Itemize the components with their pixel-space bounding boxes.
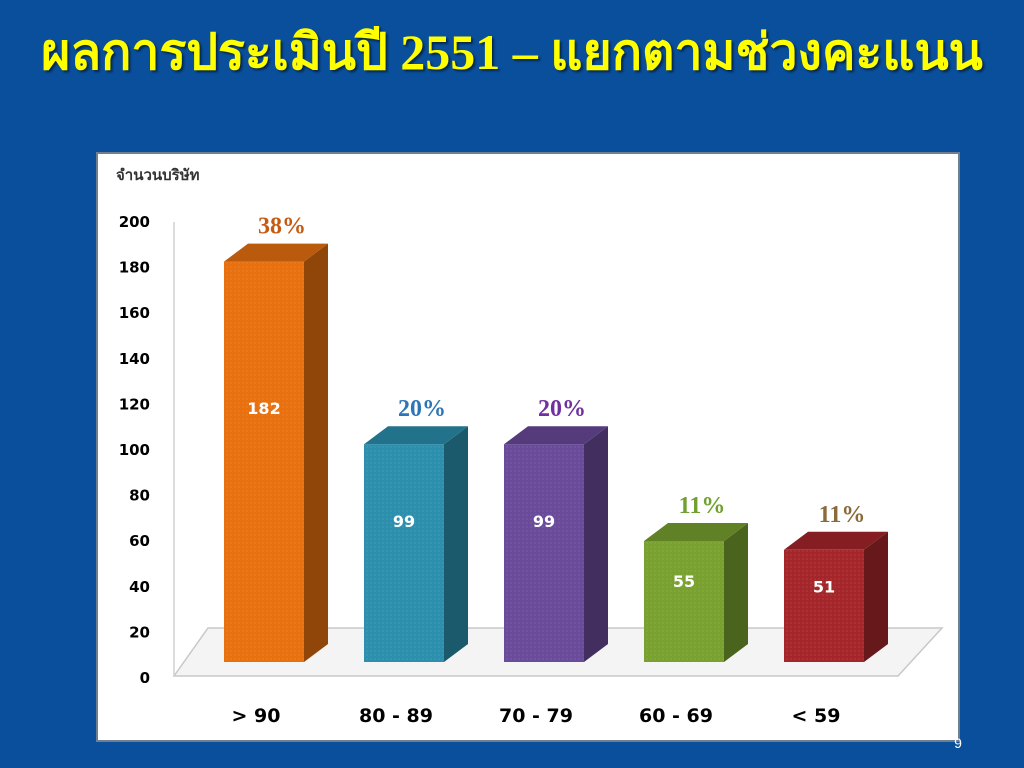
bar-value-label: 99 <box>393 512 415 531</box>
bar: 51 11% <box>784 502 888 662</box>
bar-texture <box>644 541 724 662</box>
x-tick-label: 70 - 79 <box>499 705 573 727</box>
y-tick-label: 160 <box>119 304 150 322</box>
y-axis-label: จำนวนบริษัท <box>116 166 200 184</box>
y-tick-label: 140 <box>119 350 150 368</box>
y-tick-label: 80 <box>129 487 150 505</box>
bar: 99 20% <box>504 396 608 662</box>
bar-percent-label: 20% <box>538 396 586 422</box>
bar: 99 20% <box>364 396 468 662</box>
bar-chart: จำนวนบริษัท 020406080100120140160180200 … <box>116 166 944 727</box>
y-tick-label: 120 <box>119 395 150 413</box>
bar-side <box>304 243 328 662</box>
bar-side <box>584 426 608 662</box>
bar-percent-label: 20% <box>398 396 446 422</box>
y-axis-ticks: 0 20 40 60 80 100 120 140 160 180 200 <box>119 213 150 687</box>
y-tick-label: 60 <box>129 532 150 550</box>
bar-percent-label: 38% <box>258 214 306 240</box>
bar-value-label: 51 <box>813 577 835 596</box>
x-tick-label: 60 - 69 <box>639 705 713 727</box>
y-tick-label: 100 <box>119 441 150 459</box>
bar-percent-label: 11% <box>679 493 726 519</box>
slide-title: ผลการประเมินปี 2551 – แยกตามช่วงคะแนน <box>41 24 983 80</box>
y-tick-label: 40 <box>129 578 150 596</box>
chart-panel: จำนวนบริษัท 0 20 40 60 80 100 120 140 160 180 200 … <box>96 152 960 742</box>
bar-top <box>224 243 328 262</box>
bar: 182 38% <box>224 214 328 662</box>
y-tick-label: 200 <box>119 213 150 231</box>
y-tick-label: 180 <box>119 259 150 277</box>
bar-texture <box>784 549 864 662</box>
bar-value-label: 99 <box>533 512 555 531</box>
page-number: 9 <box>954 735 962 751</box>
y-tick-label: 20 <box>129 623 150 641</box>
bar-side <box>864 531 888 662</box>
bars: 182 38% 99 20% 99 20% 55 11% 51 11% <box>224 214 888 662</box>
bar-top <box>364 426 468 445</box>
bar-texture <box>504 444 584 662</box>
bar-top <box>504 426 608 445</box>
bar-side <box>724 523 748 662</box>
bar-top <box>784 531 888 550</box>
x-tick-label: < 59 <box>792 705 841 727</box>
bar-value-label: 182 <box>247 399 280 418</box>
bar-percent-label: 11% <box>819 502 866 528</box>
bar-top <box>644 523 748 541</box>
bar-texture <box>364 444 444 662</box>
bar-texture <box>224 261 304 662</box>
x-tick-label: > 90 <box>232 705 281 727</box>
bar-side <box>444 426 468 662</box>
x-axis-labels: > 90 80 - 89 70 - 79 60 - 69 < 59 <box>232 705 841 727</box>
x-tick-label: 80 - 89 <box>359 705 433 727</box>
bar-value-label: 55 <box>673 572 695 591</box>
bar: 55 11% <box>644 493 748 662</box>
y-tick-label: 0 <box>140 669 150 687</box>
